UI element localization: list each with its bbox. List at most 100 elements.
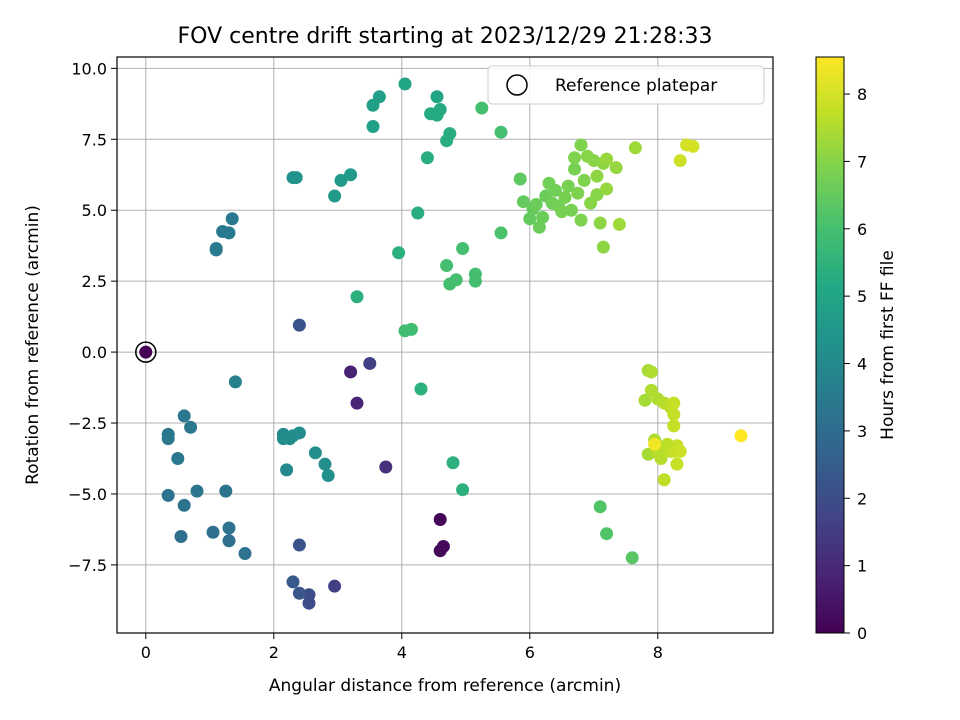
data-point-11 — [292, 318, 306, 332]
data-point-106 — [590, 169, 604, 183]
colorbar-tick-label-5: 5 — [857, 287, 867, 306]
data-point-49 — [366, 120, 380, 134]
data-point-93 — [558, 190, 572, 204]
data-point-75 — [494, 125, 508, 139]
data-point-16 — [206, 525, 220, 539]
data-point-68 — [440, 259, 454, 273]
data-point-115 — [638, 393, 652, 407]
data-point-56 — [433, 102, 447, 116]
data-point-109 — [596, 240, 610, 254]
data-point-111 — [600, 152, 614, 166]
data-point-105 — [590, 188, 604, 202]
reference-platepar-marker — [135, 341, 157, 363]
data-point-52 — [398, 77, 412, 91]
colorbar-tick-label-4: 4 — [857, 355, 867, 374]
data-point-19 — [222, 521, 236, 535]
data-point-132 — [667, 419, 681, 433]
data-point-140 — [648, 437, 662, 451]
data-point-40 — [292, 426, 306, 440]
y-tick-label-1: −5.0 — [68, 485, 107, 504]
data-point-78 — [600, 527, 614, 541]
data-point-41 — [308, 446, 322, 460]
colorbar-tick-label-0: 0 — [857, 624, 867, 643]
data-point-80 — [513, 172, 527, 186]
data-point-47 — [334, 173, 348, 187]
data-point-99 — [574, 138, 588, 152]
data-point-1 — [433, 513, 447, 527]
data-point-79 — [625, 551, 639, 565]
data-points — [139, 77, 748, 610]
colorbar-tick-label-7: 7 — [857, 152, 867, 171]
y-axis-ticks: −7.5 −5.0 −2.5 0.0 2.5 5.0 7.5 10.0 — [68, 59, 117, 575]
data-point-124 — [654, 451, 668, 465]
data-point-110 — [600, 182, 614, 196]
y-tick-label-7: 10.0 — [71, 59, 107, 78]
data-point-31 — [222, 226, 236, 240]
chart-title: FOV centre drift starting at 2023/12/29 … — [178, 24, 713, 49]
data-point-100 — [574, 213, 588, 227]
data-point-137 — [673, 154, 687, 168]
data-point-12 — [292, 538, 306, 552]
data-point-63 — [414, 382, 428, 396]
data-point-67 — [404, 322, 418, 336]
y-tick-label-6: 7.5 — [82, 130, 107, 149]
data-point-73 — [468, 274, 482, 288]
data-point-97 — [568, 151, 582, 165]
data-point-15 — [174, 530, 188, 544]
data-point-86 — [536, 210, 550, 224]
data-point-7 — [328, 579, 342, 593]
x-tick-label-4: 8 — [653, 643, 663, 662]
data-point-61 — [392, 246, 406, 260]
data-point-42 — [318, 457, 332, 471]
data-point-35 — [280, 463, 294, 477]
data-point-82 — [523, 212, 537, 226]
data-point-94 — [561, 179, 575, 193]
data-point-32 — [225, 212, 239, 226]
data-point-65 — [456, 483, 470, 497]
data-point-22 — [190, 484, 204, 498]
reference-marker — [135, 341, 157, 363]
data-point-46 — [328, 189, 342, 203]
data-point-77 — [593, 500, 607, 514]
data-point-92 — [555, 205, 569, 219]
y-axis-label: Rotation from reference (arcmin) — [23, 205, 43, 485]
data-point-96 — [568, 162, 582, 176]
colorbar-tick-label-2: 2 — [857, 489, 867, 508]
data-point-23 — [219, 484, 233, 498]
y-tick-label-3: 0.0 — [82, 343, 107, 362]
x-tick-label-3: 6 — [525, 643, 535, 662]
data-point-6 — [379, 460, 393, 474]
data-point-101 — [577, 173, 591, 187]
data-point-70 — [449, 273, 463, 287]
data-point-95 — [564, 203, 578, 217]
x-tick-label-2: 4 — [397, 643, 407, 662]
data-point-53 — [430, 90, 444, 104]
data-point-17 — [222, 534, 236, 548]
y-tick-label-5: 5.0 — [82, 201, 107, 220]
data-point-18 — [238, 547, 252, 561]
data-point-136 — [673, 444, 687, 458]
y-tick-label-4: 2.5 — [82, 272, 107, 291]
legend-reference-marker — [506, 74, 528, 96]
data-point-112 — [609, 161, 623, 175]
data-point-118 — [644, 365, 658, 379]
data-point-4 — [344, 365, 358, 379]
data-point-130 — [667, 396, 681, 410]
data-point-20 — [161, 488, 175, 502]
data-point-3 — [436, 539, 450, 553]
colorbar-label: Hours from first FF file — [878, 250, 898, 440]
legend: Reference platepar — [487, 65, 765, 105]
data-point-33 — [209, 242, 223, 256]
data-point-8 — [363, 356, 377, 370]
data-point-74 — [475, 101, 489, 115]
data-point-64 — [446, 456, 460, 470]
data-point-28 — [184, 420, 198, 434]
data-point-10 — [302, 596, 316, 610]
colorbar-tick-label-6: 6 — [857, 220, 867, 239]
data-point-58 — [443, 127, 457, 141]
data-point-85 — [532, 220, 546, 234]
data-point-26 — [171, 451, 185, 465]
data-point-51 — [372, 90, 386, 104]
colorbar-tick-label-8: 8 — [857, 85, 867, 104]
